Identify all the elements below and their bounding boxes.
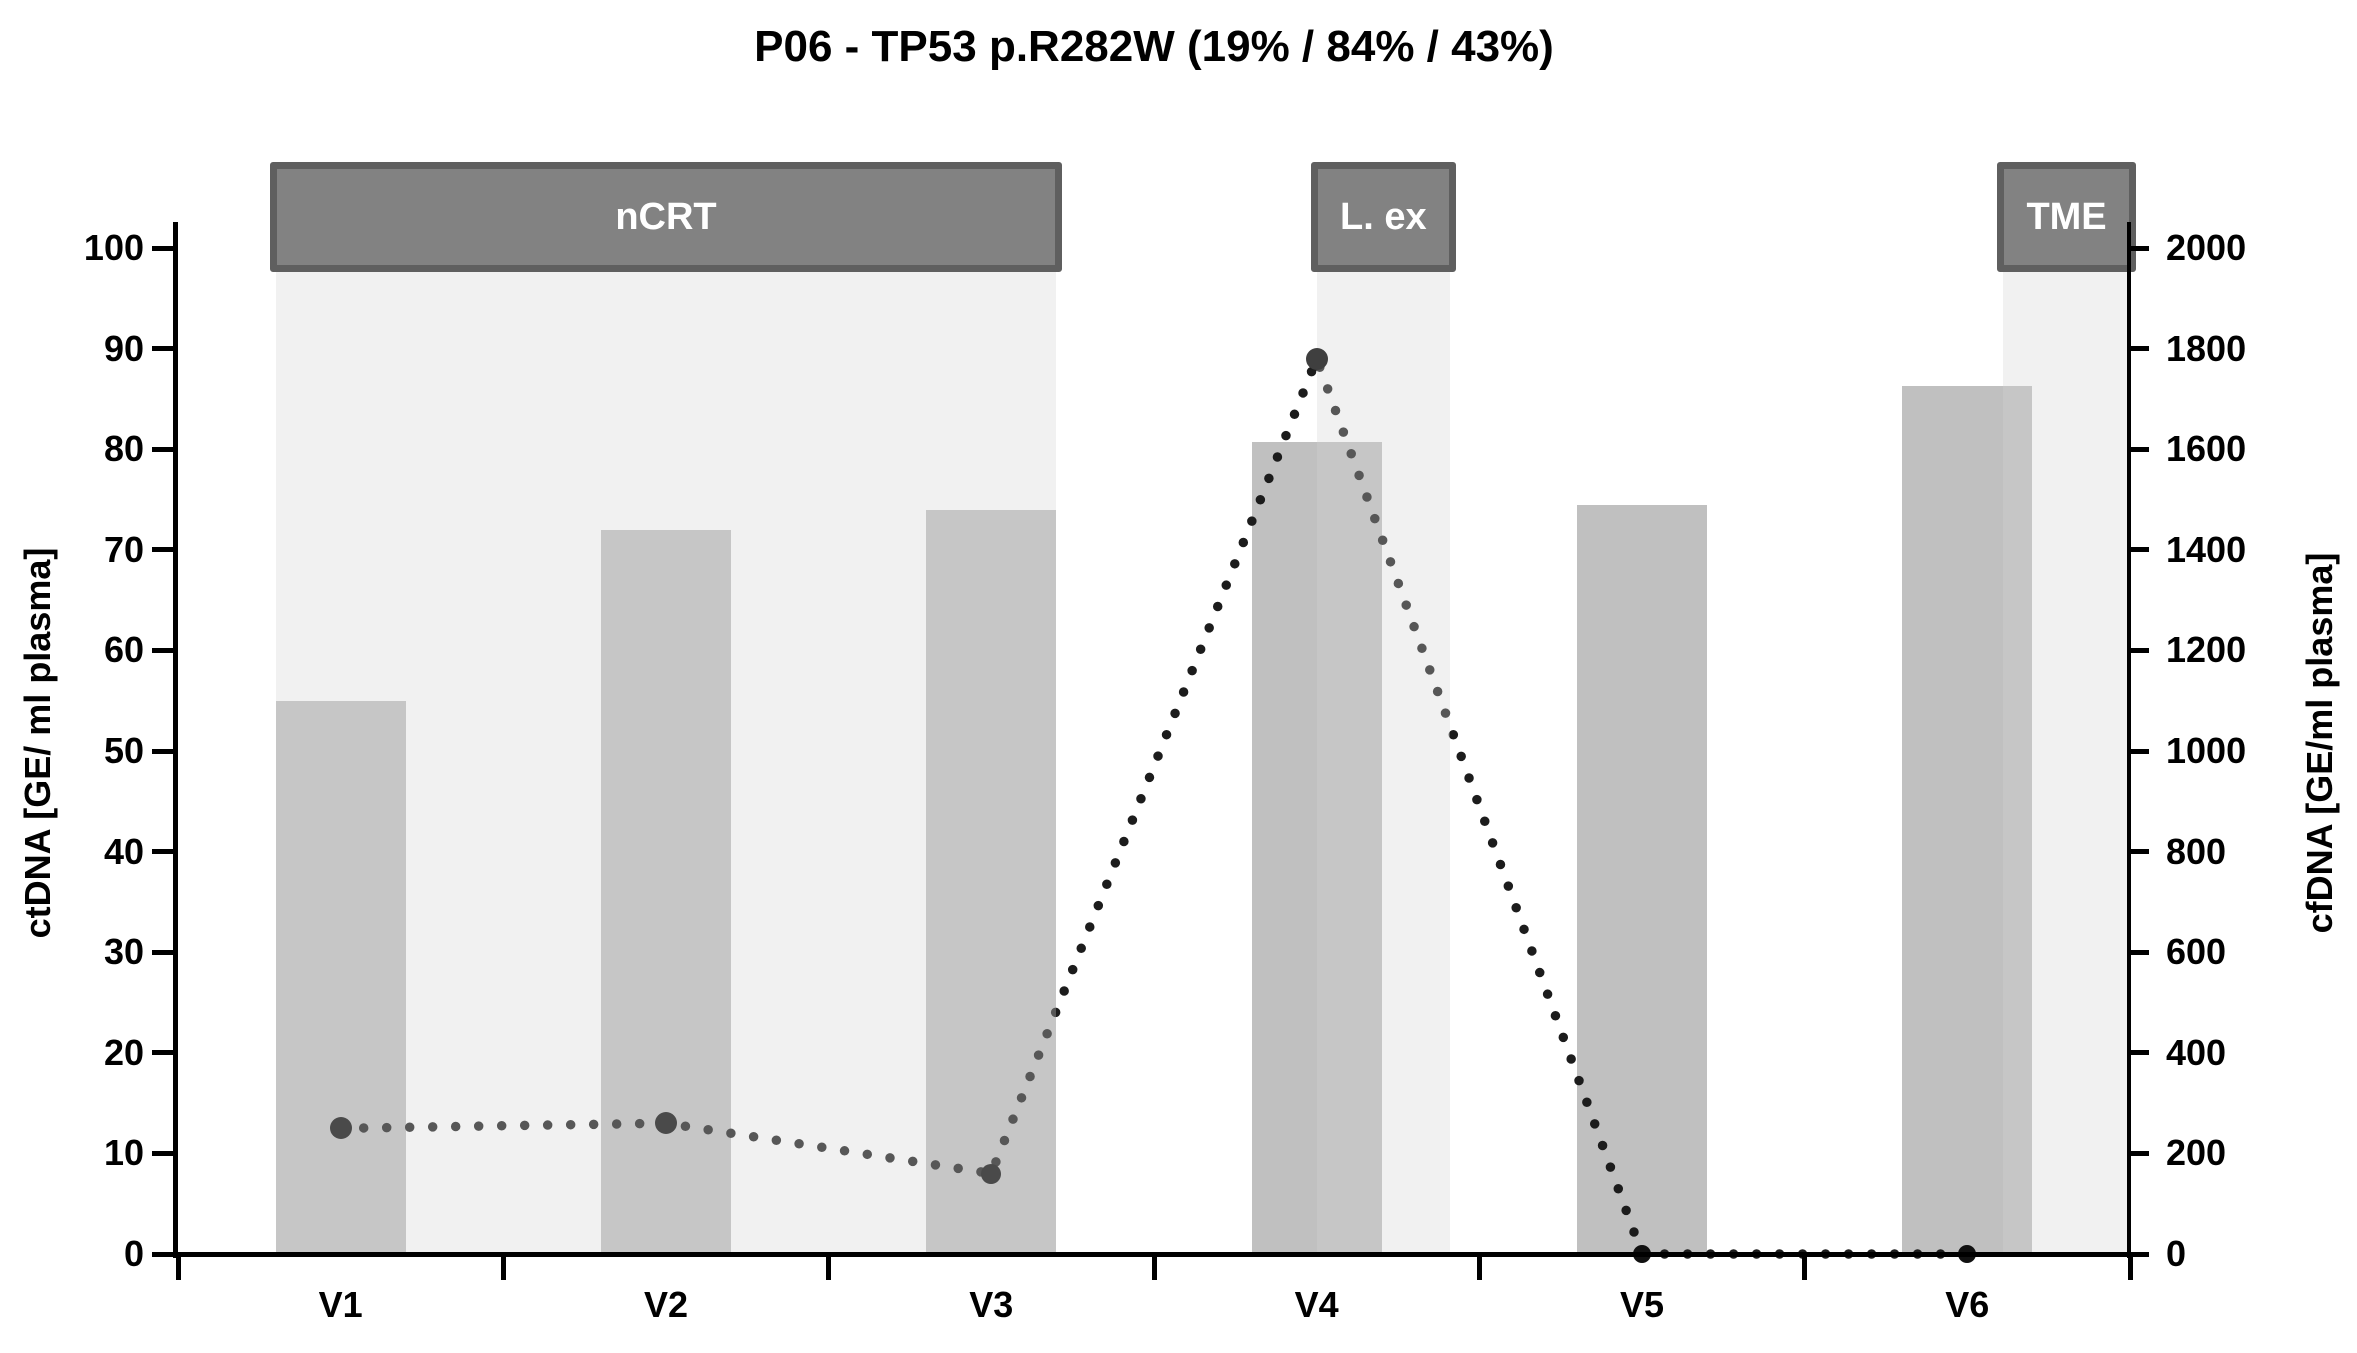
y-axis-right-tick-label: 800	[2166, 830, 2227, 872]
chart-title: P06 - TP53 p.R282W (19% / 84% / 43%)	[754, 22, 1554, 71]
y-axis-left-tick-label: 40	[103, 830, 144, 872]
y-axis-left-line	[173, 222, 178, 1258]
y-axis-right-tick	[2127, 1251, 2149, 1257]
bar-V4	[1251, 441, 1382, 1254]
y-axis-left-tick	[152, 547, 178, 553]
x-tick-label-v3: V3	[969, 1284, 1014, 1325]
line-marker-V3	[981, 1163, 1002, 1184]
phase-box-tme: TME	[1997, 162, 2136, 272]
y-axis-left-tick	[152, 446, 178, 452]
y-axis-right-tick	[2127, 1150, 2149, 1156]
y-axis-left-tick	[152, 949, 178, 955]
y-axis-right-line	[2127, 222, 2131, 1258]
x-axis-tick	[500, 1254, 506, 1280]
line-marker-V2	[655, 1112, 677, 1135]
y-axis-right-tick-label: 1200	[2166, 629, 2247, 671]
y-axis-left-tick-label: 100	[83, 227, 144, 268]
x-tick-label-v4: V4	[1294, 1284, 1339, 1325]
x-tick-label-v2: V2	[643, 1284, 689, 1325]
x-axis-tick	[2127, 1254, 2133, 1280]
y-axis-left-tick	[152, 1050, 178, 1056]
phase-box-ncrt: nCRT	[269, 162, 1063, 272]
y-axis-right-tick	[2127, 647, 2149, 653]
x-axis-tick	[1151, 1254, 1157, 1280]
line-marker-V1	[329, 1117, 352, 1140]
bar-V6	[1902, 386, 2033, 1254]
y-axis-right-tick	[2127, 849, 2149, 855]
y-axis-right-tick-label: 0	[2166, 1233, 2187, 1274]
y-axis-right-tick	[2127, 949, 2149, 955]
phase-band-ncrt	[275, 272, 1057, 1252]
phase-box-lex: L. ex	[1310, 162, 1457, 272]
bar-V3	[926, 509, 1057, 1254]
y-axis-left-tick-label: 50	[103, 730, 144, 771]
y-axis-left-tick	[152, 1251, 178, 1257]
y-axis-right-tick	[2127, 346, 2149, 352]
y-axis-right-tick	[2127, 245, 2149, 251]
y-axis-left-tick	[152, 647, 178, 653]
y-axis-right-tick-label: 1400	[2166, 528, 2247, 570]
y-axis-left-tick	[152, 849, 178, 855]
y-axis-left-tick-label: 30	[103, 931, 144, 973]
phase-band-lex	[1316, 272, 1451, 1252]
y-axis-left-tick-label: 10	[103, 1132, 144, 1174]
x-tick-label-v1: V1	[318, 1284, 363, 1325]
y-axis-right-tick-label: 1000	[2166, 730, 2247, 771]
y-axis-left-tick-label: 20	[103, 1031, 144, 1073]
y-axis-right-tick-label: 2000	[2166, 227, 2247, 268]
y-axis-right-tick	[2127, 446, 2149, 452]
y-axis-right-tick-label: 1800	[2166, 327, 2247, 369]
y-axis-right-tick	[2127, 547, 2149, 553]
bar-V5	[1577, 504, 1707, 1254]
x-tick-label-v6: V6	[1945, 1284, 1990, 1325]
line-marker-V4	[1305, 347, 1328, 370]
y-axis-right-tick-label: 600	[2166, 931, 2227, 973]
x-axis-tick	[175, 1254, 181, 1280]
bar-V1	[275, 700, 406, 1254]
y-axis-left-tick-label: 90	[103, 327, 144, 369]
x-tick-label-v5: V5	[1619, 1284, 1665, 1325]
y-axis-left-tick-label: 0	[123, 1233, 144, 1274]
y-axis-left-tick	[152, 245, 178, 251]
x-axis-tick	[1476, 1254, 1482, 1280]
y-axis-left-tick-label: 80	[103, 428, 144, 470]
y-axis-right-tick-label: 400	[2166, 1031, 2227, 1073]
y-axis-left-tick-label: 70	[103, 528, 144, 570]
y-axis-right-tick	[2127, 748, 2149, 754]
y-axis-left-tick	[152, 748, 178, 754]
x-axis-tick	[1802, 1254, 1808, 1280]
y-axis-right-tick-label: 1600	[2166, 428, 2247, 470]
y-axis-left-tick-label: 60	[103, 629, 144, 671]
y-axis-left-tick	[152, 346, 178, 352]
y-axis-right-tick	[2127, 1050, 2149, 1056]
x-axis-tick	[826, 1254, 832, 1280]
y-axis-right-tick-label: 200	[2166, 1132, 2227, 1174]
y-axis-left-tick	[152, 1150, 178, 1156]
phase-band-tme	[2003, 272, 2130, 1252]
